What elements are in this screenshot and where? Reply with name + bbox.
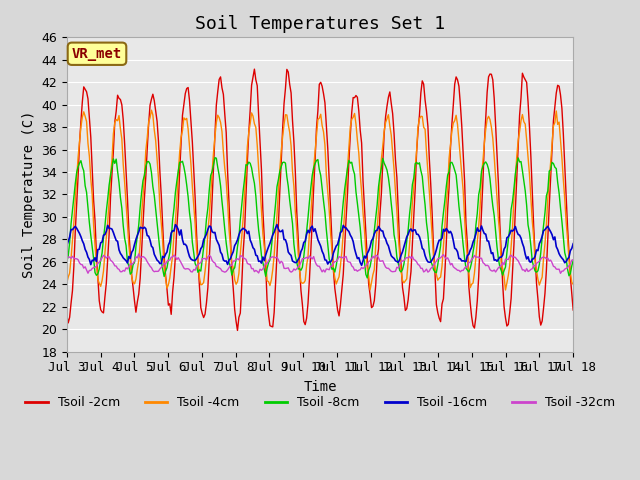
Tsoil -4cm [215,115,223,120]
Tsoil -2cm [125,228,132,233]
Tsoil -8cm [211,155,219,161]
Tsoil -2cm [234,327,241,333]
Text: VR_met: VR_met [72,47,122,61]
Tsoil -2cm [63,312,70,318]
Tsoil -2cm [214,89,221,95]
Tsoil -4cm [544,195,552,201]
Legend: Tsoil -2cm, Tsoil -4cm, Tsoil -8cm, Tsoil -16cm, Tsoil -32cm: Tsoil -2cm, Tsoil -4cm, Tsoil -8cm, Tsoi… [20,391,620,414]
Tsoil -32cm [241,255,248,261]
Tsoil -16cm [544,223,552,229]
Tsoil -16cm [273,222,281,228]
Tsoil -16cm [231,243,239,249]
Tsoil -2cm [251,66,259,72]
Tsoil -4cm [125,243,132,249]
Tsoil -16cm [63,242,70,248]
Tsoil -2cm [231,307,239,312]
Tsoil -8cm [286,197,294,203]
Tsoil -4cm [63,280,70,286]
Tsoil -4cm [502,287,509,293]
Tsoil -4cm [241,191,248,197]
Tsoil -32cm [215,265,223,271]
Tsoil -8cm [215,172,223,178]
Tsoil -8cm [125,264,132,269]
Tsoil -32cm [125,264,132,269]
Line: Tsoil -4cm: Tsoil -4cm [67,110,573,290]
Line: Tsoil -32cm: Tsoil -32cm [67,254,573,273]
Tsoil -32cm [570,257,577,263]
Tsoil -4cm [570,281,577,287]
X-axis label: Time: Time [303,380,337,394]
Tsoil -16cm [125,253,132,259]
Tsoil -2cm [241,229,248,235]
Tsoil -8cm [570,257,577,263]
Tsoil -32cm [543,256,550,262]
Tsoil -8cm [63,259,70,264]
Tsoil -4cm [148,108,156,113]
Tsoil -8cm [232,256,240,262]
Tsoil -32cm [135,251,143,257]
Line: Tsoil -16cm: Tsoil -16cm [67,225,573,265]
Tsoil -32cm [63,256,70,262]
Tsoil -4cm [286,129,294,135]
Tsoil -32cm [557,270,564,276]
Tsoil -16cm [358,263,365,268]
Title: Soil Temperatures Set 1: Soil Temperatures Set 1 [195,15,445,33]
Tsoil -16cm [286,251,294,257]
Tsoil -8cm [544,188,552,194]
Tsoil -4cm [232,281,240,287]
Tsoil -8cm [241,176,248,182]
Tsoil -2cm [287,90,295,96]
Line: Tsoil -8cm: Tsoil -8cm [67,158,573,278]
Tsoil -2cm [544,235,552,241]
Tsoil -16cm [239,226,247,231]
Line: Tsoil -2cm: Tsoil -2cm [67,69,573,330]
Tsoil -8cm [364,275,371,281]
Tsoil -16cm [570,241,577,247]
Tsoil -16cm [214,240,221,245]
Tsoil -32cm [286,268,294,274]
Y-axis label: Soil Temperature (C): Soil Temperature (C) [22,111,36,278]
Tsoil -32cm [232,256,240,262]
Tsoil -2cm [570,307,577,313]
